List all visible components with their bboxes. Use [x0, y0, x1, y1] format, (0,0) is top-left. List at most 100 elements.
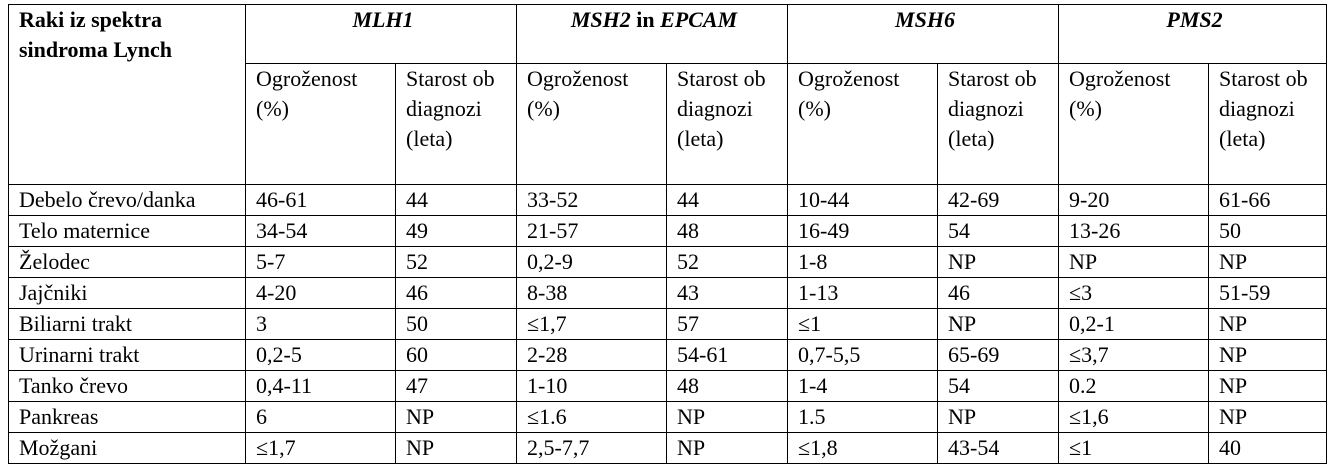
- cell: 8-38: [516, 277, 667, 309]
- cell: 54-61: [666, 339, 788, 371]
- column-header: Ogroženost (%): [1058, 63, 1210, 185]
- cell: 0,4-11: [245, 370, 396, 402]
- cell: 1-8: [787, 246, 938, 278]
- cell: 13-26: [1058, 215, 1210, 247]
- subheader-row: Ogroženost (%) Starost ob diagnozi (leta)…: [9, 63, 1328, 185]
- row-label: Biliarni trakt: [8, 308, 246, 340]
- cell: NP: [395, 401, 517, 433]
- cell: ≤1,7: [245, 432, 396, 464]
- row-label: Možgani: [8, 432, 246, 464]
- cell: 6: [245, 401, 396, 433]
- gene-name-part: MSH2: [570, 7, 631, 32]
- cell: 1.5: [787, 401, 938, 433]
- column-header: Starost ob diagnozi (leta): [666, 63, 788, 185]
- cell: 57: [666, 308, 788, 340]
- gene-name-part: in: [630, 7, 661, 32]
- cell: 34-54: [245, 215, 396, 247]
- cell: ≤3,7: [1058, 339, 1210, 371]
- cell: 49: [395, 215, 517, 247]
- cell: 1-4: [787, 370, 938, 402]
- data-row: Jajčniki 4-20 46 8-38 43 1-13 46 ≤3 51-59: [8, 277, 1328, 309]
- cell: 50: [1208, 215, 1328, 247]
- cell: NP: [1208, 401, 1328, 433]
- cell: ≤1,6: [1058, 401, 1210, 433]
- cell: 50: [395, 308, 517, 340]
- data-row: Debelo črevo/danka 46-61 44 33-52 44 10-44 42-…: [8, 184, 1328, 216]
- cell: 46: [395, 277, 517, 309]
- cell: NP: [666, 401, 788, 433]
- cell: 48: [666, 370, 788, 402]
- table-body: Raki iz spektra sindroma Lynch MLH1 MSH2 i…: [8, 4, 1328, 464]
- cell: 0,2-9: [516, 246, 667, 278]
- cell: 0.2: [1058, 370, 1210, 402]
- column-header: Ogroženost (%): [516, 63, 667, 185]
- cell: NP: [1208, 308, 1328, 340]
- data-row: Pankreas 6 NP ≤1.6 NP 1.5 NP ≤1,6 NP: [8, 401, 1328, 433]
- cell: 44: [395, 184, 517, 216]
- cell: 52: [666, 246, 788, 278]
- gene-header: MLH1: [245, 4, 517, 64]
- cell: 5-7: [245, 246, 396, 278]
- cell: 54: [936, 370, 1060, 402]
- gene-name-part: MLH1: [352, 7, 414, 32]
- data-row: Biliarni trakt 3 50 ≤1,7 57 ≤1 NP 0,2-1 NP: [8, 308, 1328, 340]
- cell: NP: [1208, 370, 1328, 402]
- cell: ≤1,7: [516, 308, 667, 340]
- row-label: Jajčniki: [8, 277, 246, 309]
- cell: NP: [1208, 246, 1328, 278]
- row-label: Pankreas: [8, 401, 246, 433]
- column-header: Starost ob diagnozi (leta): [395, 63, 517, 185]
- cell: 2,5-7,7: [516, 432, 667, 464]
- cell: 0,7-5,5: [787, 339, 938, 371]
- lynch-table: Raki iz spektra sindroma Lynch MLH1 MSH2 i…: [8, 4, 1328, 464]
- data-row: Telo maternice 34-54 49 21-57 48 16-49 54 13-26…: [8, 215, 1328, 247]
- row-label: Debelo črevo/danka: [8, 184, 246, 216]
- gene-header: MSH2 in EPCAM: [516, 4, 788, 64]
- cell: 48: [666, 215, 788, 247]
- cell: 43-54: [936, 432, 1060, 464]
- cell: 1-13: [787, 277, 938, 309]
- cell: 60: [395, 339, 517, 371]
- column-header: Starost ob diagnozi (leta): [936, 63, 1060, 185]
- cell: 33-52: [516, 184, 667, 216]
- gene-name-part: MSH6: [895, 7, 955, 32]
- cell: 4-20: [245, 277, 396, 309]
- cell: ≤1: [1058, 432, 1210, 464]
- data-row: Tanko črevo 0,4-11 47 1-10 48 1-4 54 0.2 NP: [8, 370, 1328, 402]
- cell: NP: [936, 308, 1060, 340]
- cell: 2-28: [516, 339, 667, 371]
- data-row: Možgani ≤1,7 NP 2,5-7,7 NP ≤1,8 43-54 ≤1 40: [8, 432, 1328, 464]
- cell: 16-49: [787, 215, 938, 247]
- cell: ≤3: [1058, 277, 1210, 309]
- cell: NP: [395, 432, 517, 464]
- cell: 1-10: [516, 370, 667, 402]
- cell: 10-44: [787, 184, 938, 216]
- cell: 54: [936, 215, 1060, 247]
- cell: 52: [395, 246, 517, 278]
- cell: 47: [395, 370, 517, 402]
- cell: 51-59: [1208, 277, 1328, 309]
- cell: NP: [666, 432, 788, 464]
- row-label: Želodec: [8, 246, 246, 278]
- header-row: Raki iz spektra sindroma Lynch MLH1 MSH2 i…: [8, 4, 1328, 185]
- cell: NP: [936, 246, 1060, 278]
- cell: 21-57: [516, 215, 667, 247]
- cell: 9-20: [1058, 184, 1210, 216]
- cell: NP: [1208, 339, 1328, 371]
- cell: NP: [936, 401, 1060, 433]
- gene-header: PMS2: [1058, 4, 1328, 64]
- gene-name-part: PMS2: [1166, 7, 1223, 32]
- cell: 65-69: [936, 339, 1060, 371]
- cell: 61-66: [1208, 184, 1328, 216]
- gene-name-part: EPCAM: [660, 7, 738, 32]
- row-label: Urinarni trakt: [8, 339, 246, 371]
- cell: 43: [666, 277, 788, 309]
- cell: 46: [936, 277, 1060, 309]
- cell: 0,2-1: [1058, 308, 1210, 340]
- column-header: Starost ob diagnozi (leta): [1208, 63, 1328, 185]
- column-header: Ogroženost (%): [245, 63, 396, 185]
- cell: 44: [666, 184, 788, 216]
- cell: ≤1,8: [787, 432, 938, 464]
- cell: 3: [245, 308, 396, 340]
